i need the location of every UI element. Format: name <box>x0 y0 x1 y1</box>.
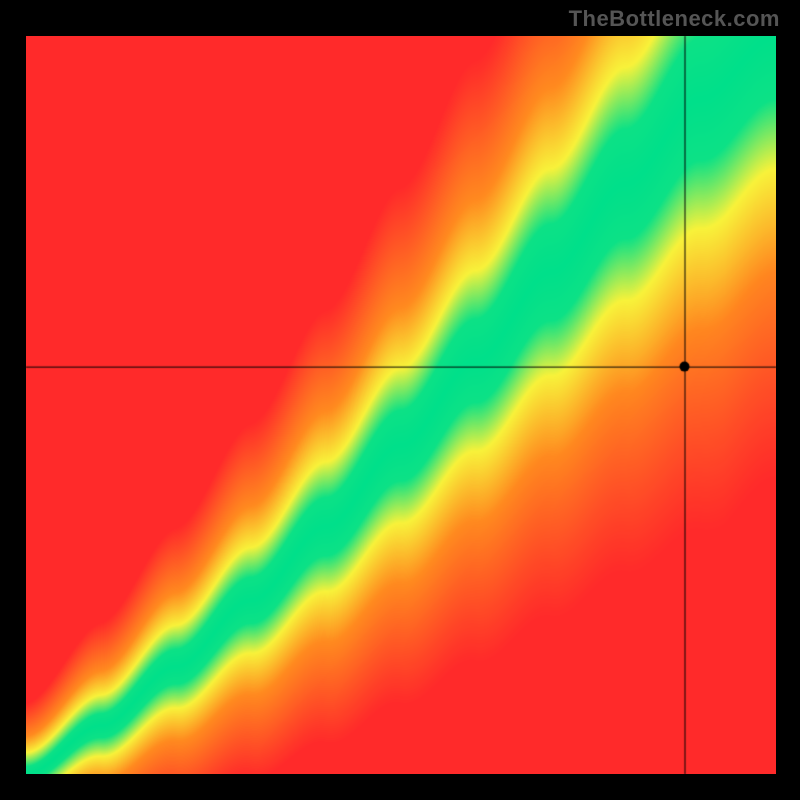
overlay-canvas <box>0 0 800 800</box>
watermark-text: TheBottleneck.com <box>569 6 780 32</box>
chart-container: TheBottleneck.com <box>0 0 800 800</box>
